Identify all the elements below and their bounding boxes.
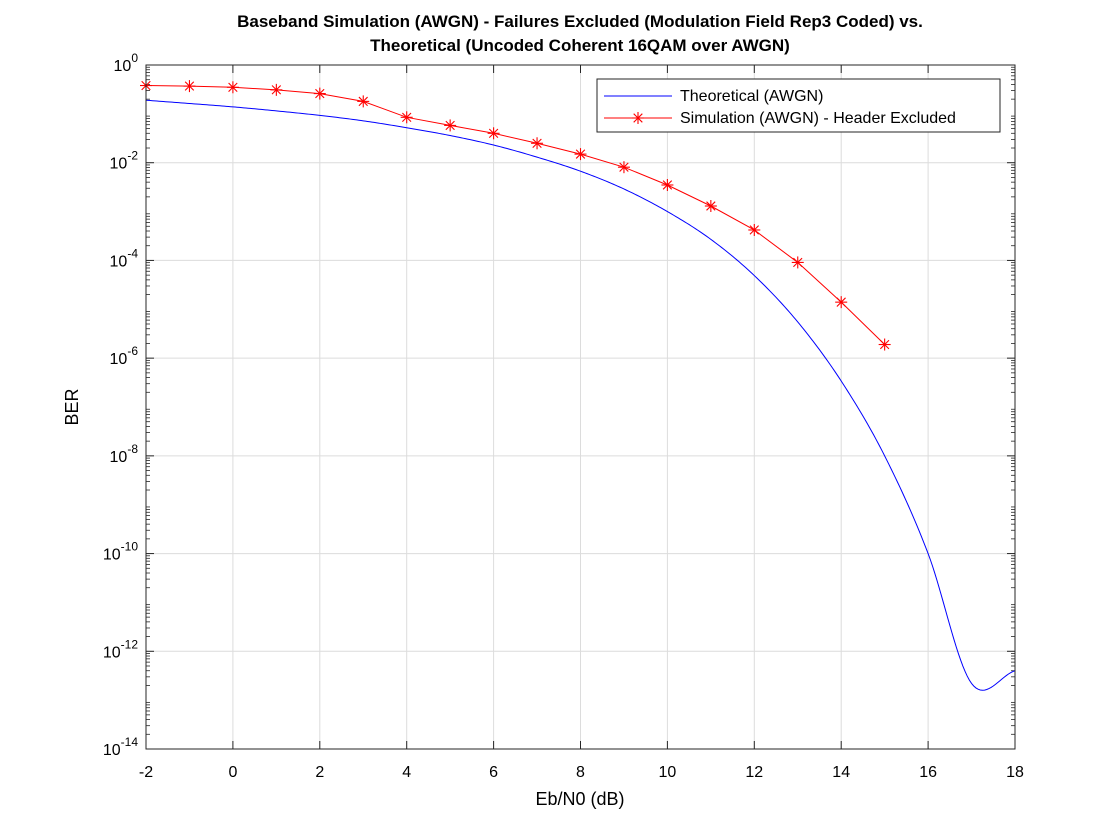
- x-tick-label: 4: [402, 764, 411, 781]
- x-tick-label: 18: [1006, 764, 1024, 781]
- chart-title-line-2: Theoretical (Uncoded Coherent 16QAM over…: [370, 36, 790, 55]
- ticks: [145, 64, 1016, 750]
- y-axis-label: BER: [62, 388, 82, 425]
- x-tick-label: 10: [659, 764, 677, 781]
- legend-label-theoretical: Theoretical (AWGN): [680, 88, 823, 105]
- simulation-data-point: [183, 80, 196, 93]
- legend-label-simulation: Simulation (AWGN) - Header Excluded: [680, 110, 956, 127]
- simulation-data-point: [313, 87, 326, 100]
- x-tick-label: -2: [139, 764, 153, 781]
- simulation-data-point: [574, 148, 587, 161]
- series-layer: [140, 79, 1016, 691]
- simulation-data-point: [704, 200, 717, 213]
- simulation-data-point: [487, 127, 500, 140]
- simulation-data-point: [400, 111, 413, 124]
- y-tick-label: 10-8: [110, 442, 139, 466]
- y-tick-label: 10-4: [110, 246, 139, 270]
- legend-marker-simulation: [632, 112, 644, 124]
- simulation-data-point: [835, 296, 848, 309]
- axes-frame: [145, 64, 1016, 750]
- simulation-data-point: [531, 137, 544, 150]
- simulation-data-point: [878, 338, 891, 351]
- y-tick-label: 10-2: [110, 149, 139, 173]
- legend: Theoretical (AWGN) Simulation (AWGN) - H…: [596, 78, 1001, 133]
- simulation-data-point: [270, 83, 283, 96]
- y-tick-label: 10-14: [103, 735, 138, 759]
- x-tick-label: 14: [832, 764, 850, 781]
- x-tick-label: 6: [489, 764, 498, 781]
- x-tick-label: 0: [228, 764, 237, 781]
- simulation-data-point: [617, 161, 630, 174]
- legend-box: [596, 78, 1001, 133]
- simulation-data-point: [748, 223, 761, 236]
- x-tick-label: 16: [919, 764, 937, 781]
- series-line-theoretical: [145, 99, 1016, 691]
- simulation-data-point: [357, 95, 370, 108]
- chart-title-line-1: Baseband Simulation (AWGN) - Failures Ex…: [237, 12, 923, 31]
- simulation-data-point: [661, 178, 674, 191]
- y-tick-label: 10-6: [110, 344, 139, 368]
- x-tick-label: 12: [745, 764, 763, 781]
- x-tick-label: 2: [315, 764, 324, 781]
- simulation-data-point: [791, 256, 804, 269]
- y-tick-label: 10-12: [103, 637, 138, 661]
- x-axis-label: Eb/N0 (dB): [535, 789, 624, 809]
- series-line-simulation: [145, 85, 885, 345]
- simulation-data-point: [226, 81, 239, 94]
- simulation-data-point: [444, 119, 457, 132]
- y-tick-label: 10-10: [103, 540, 138, 564]
- y-tick-label: 100: [114, 51, 139, 75]
- x-tick-label: 8: [576, 764, 585, 781]
- legend-asterisk: [632, 112, 644, 124]
- tick-labels: -2 0 2 4 6 8 10 12 14 16 18 100 10-2 10-4 10-6 10-8 10-1…: [103, 51, 1024, 781]
